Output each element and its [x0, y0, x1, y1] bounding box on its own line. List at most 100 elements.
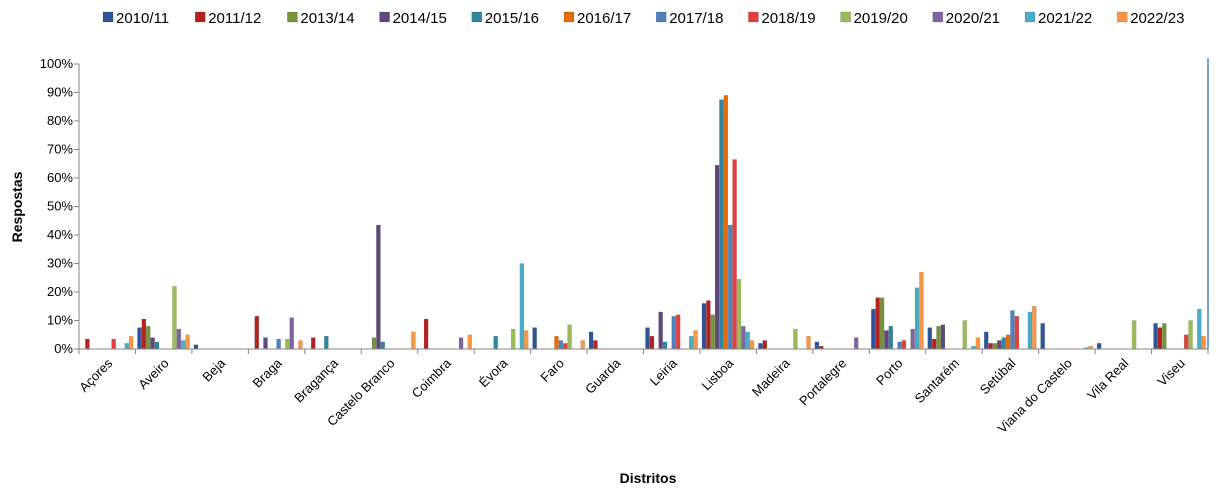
bar-2018-19	[901, 340, 907, 350]
legend-item: 2017/18	[655, 10, 723, 27]
bar-2022-23	[1201, 335, 1206, 350]
category-label: Portalegre	[796, 356, 849, 409]
bar-2019-20	[567, 324, 572, 350]
bar-2019-20	[962, 320, 967, 350]
bar-2013-14	[936, 326, 941, 350]
bar-2019-20	[285, 338, 290, 350]
y-tick-label: 100%	[40, 56, 74, 71]
bar-2010-11	[701, 303, 707, 350]
legend-swatch	[1024, 11, 1036, 23]
bar-2021-22	[914, 287, 920, 350]
legend-item: 2019/20	[840, 10, 908, 27]
legend-item: 2015/16	[471, 10, 539, 27]
bar-2010-11	[871, 308, 876, 350]
y-tick-label: 70%	[47, 142, 73, 157]
bar-2018-19	[1014, 316, 1020, 350]
bars	[85, 95, 1206, 350]
bar-2022-23	[411, 331, 416, 350]
bar-2013-14	[1162, 323, 1167, 350]
y-tick-label: 20%	[47, 284, 73, 299]
legend-item: 2022/23	[1116, 10, 1184, 27]
bar-2014-15	[150, 337, 155, 350]
category-label: Bragança	[291, 355, 342, 406]
y-tick-label: 50%	[47, 199, 73, 214]
legend-label: 2017/18	[669, 10, 723, 27]
category-label: Setúbal	[977, 355, 1019, 397]
bar-2011-12	[988, 343, 993, 350]
bar-2011-12	[423, 318, 429, 350]
legend-item: 2014/15	[379, 10, 447, 27]
bar-2018-19	[675, 314, 681, 350]
category-label: Braga	[250, 355, 286, 391]
bar-2010-11	[1096, 343, 1102, 350]
bar-2022-23	[1032, 306, 1037, 350]
bar-2011-12	[85, 338, 90, 350]
bar-2016-17	[1005, 334, 1011, 350]
bar-2021-22	[1027, 311, 1033, 350]
bar-2019-20	[1131, 320, 1137, 350]
legend-swatch	[563, 11, 575, 23]
category-label: Aveiro	[135, 356, 172, 393]
bar-2017-18	[727, 224, 733, 350]
bar-2011-12	[1157, 327, 1163, 350]
legend-label: 2011/12	[208, 10, 261, 27]
bar-2016-17	[723, 95, 729, 350]
bar-2011-12	[141, 318, 147, 350]
bar-2010-11	[532, 327, 537, 350]
bar-2019-20	[172, 286, 177, 350]
bar-2015-16	[154, 341, 160, 350]
bar-2022-23	[749, 340, 755, 350]
bar-2020-21	[458, 337, 464, 350]
bar-2022-23	[524, 330, 529, 350]
bar-2010-11	[1153, 323, 1158, 350]
bar-2022-23	[467, 334, 473, 350]
bar-2014-15	[997, 340, 1002, 350]
bar-2021-22	[519, 263, 525, 350]
bar-2015-16	[380, 341, 386, 350]
legend-item: 2010/11	[102, 10, 169, 27]
bar-2020-21	[741, 326, 746, 350]
bar-2021-22	[1197, 308, 1202, 350]
bar-2011-12	[649, 335, 655, 350]
legend: 2010/11 2011/12 2013/14 2014/15 2015/16 2016/…	[102, 10, 1184, 27]
bar-2021-22	[689, 335, 694, 350]
category-label: Évora	[476, 355, 511, 390]
y-tick-label: 10%	[47, 313, 73, 328]
category-label: Porto	[873, 356, 906, 389]
y-tick-label: 40%	[47, 227, 73, 242]
legend-label: 2019/20	[854, 10, 908, 27]
bar-2017-18	[897, 341, 902, 350]
legend-item: 2020/21	[932, 10, 1000, 27]
legend-label: 2013/14	[300, 10, 354, 27]
bar-2017-18	[671, 316, 676, 350]
bar-2010-11	[193, 344, 199, 350]
legend-label: 2020/21	[946, 10, 1000, 27]
x-axis-title: Distritos	[620, 470, 677, 486]
bar-2010-11	[588, 331, 594, 350]
bar-2010-11	[758, 343, 763, 350]
bar-2014-15	[884, 330, 889, 350]
bar-2015-16	[719, 99, 724, 350]
bar-2015-16	[662, 341, 668, 350]
bar-2014-15	[658, 311, 663, 350]
bar-2013-14	[371, 337, 377, 350]
bar-2011-12	[706, 300, 711, 350]
y-tick-label: 0%	[54, 341, 73, 356]
bar-2017-18	[276, 338, 281, 350]
legend-label: 2015/16	[485, 10, 539, 27]
y-axis-title: Respostas	[9, 171, 25, 242]
legend-swatch	[379, 11, 390, 23]
legend-item: 2011/12	[194, 10, 261, 27]
bar-2019-20	[793, 328, 798, 350]
category-label: Lisboa	[699, 355, 737, 393]
legend-label: 2021/22	[1038, 10, 1092, 27]
legend-swatch	[748, 11, 759, 23]
bar-2010-11	[1040, 323, 1045, 350]
y-tick-label: 90%	[47, 85, 73, 100]
bar-2013-14	[710, 314, 715, 350]
y-tick-label: 30%	[47, 256, 73, 271]
bar-2014-15	[376, 224, 381, 350]
bar-2016-17	[554, 335, 559, 350]
